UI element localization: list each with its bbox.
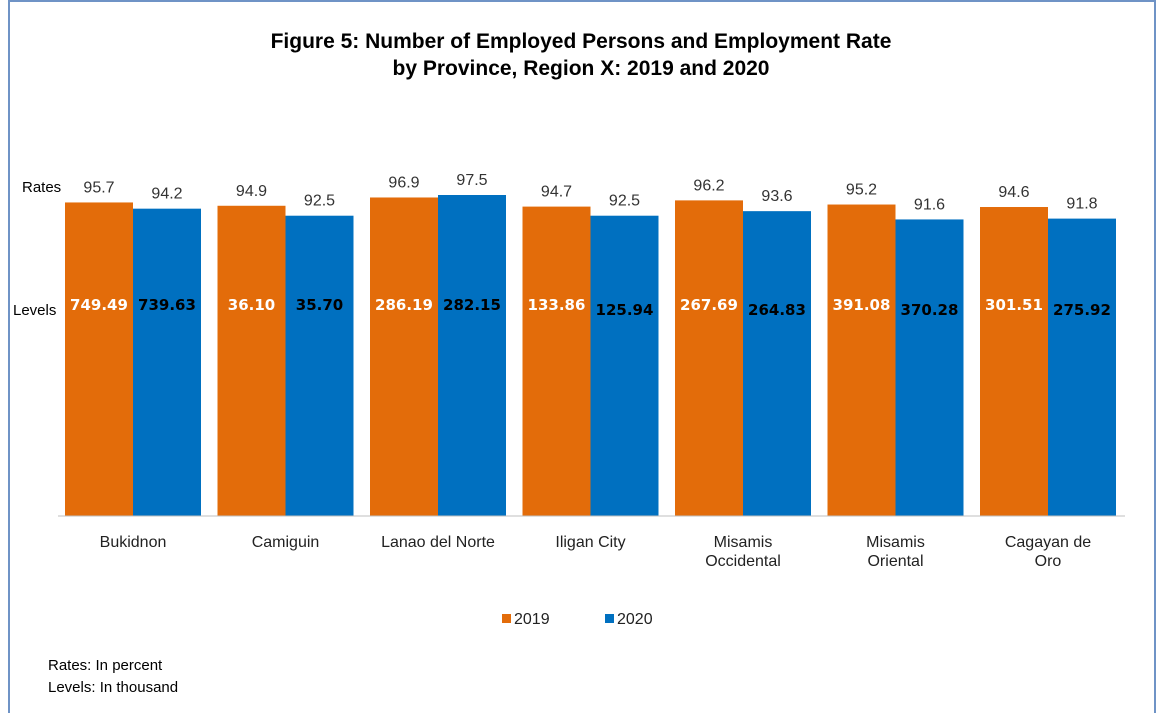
rate-label-2019-3: 94.7 [541,184,572,201]
bar-2019-2 [370,197,438,516]
rates-row-label: Rates [22,179,61,196]
bar-2020-2 [438,195,506,516]
rate-label-2019-2: 96.9 [388,174,419,191]
bar-2020-3 [590,215,659,517]
level-label-2020-2: 282.15 [443,296,501,314]
bar-2019-3 [522,206,591,516]
category-label-0-0: Bukidnon [100,534,167,551]
level-label-2019-4: 267.69 [680,296,738,314]
category-label-1-0: Camiguin [252,534,320,551]
category-label-4-0: Misamis [714,534,773,551]
bar-2020-5 [895,219,964,516]
level-label-2019-3: 133.86 [528,296,586,314]
rate-label-2019-6: 94.6 [998,184,1029,201]
bar-2020-1 [285,215,354,517]
rate-label-2020-0: 94.2 [151,186,182,203]
rate-label-2020-6: 91.8 [1066,196,1097,213]
note-rates-unit: Rates: In percent [48,657,163,674]
rate-label-2020-3: 92.5 [609,193,640,210]
figure-frame [8,0,1156,713]
category-label-6-1: Oro [1035,553,1062,570]
levels-row-label: Levels [13,302,56,319]
level-label-2020-5: 370.28 [901,301,959,319]
category-label-6-0: Cagayan de [1005,534,1091,551]
level-label-2020-3: 125.94 [596,301,654,319]
legend-label-2019: 2019 [514,611,550,628]
rate-label-2020-5: 91.6 [914,196,945,213]
level-label-2020-0: 739.63 [138,296,196,314]
legend-swatch-2019 [502,614,511,623]
level-label-2019-6: 301.51 [985,296,1043,314]
chart-title-line-1: Figure 5: Number of Employed Persons and… [270,30,892,53]
bar-2019-1 [217,205,286,516]
bar-2020-6 [1048,218,1116,516]
category-label-2-0: Lanao del Norte [381,534,495,551]
bar-2019-6 [980,207,1048,517]
note-levels-unit: Levels: In thousand [48,679,179,696]
level-label-2019-0: 749.49 [70,296,128,314]
bar-2019-5 [827,204,896,516]
chart-title: Figure 5: Number of Employed Persons and… [0,28,1162,82]
category-label-4-1: Occidental [705,553,781,570]
category-label-5-0: Misamis [866,534,925,551]
legend-label-2020: 2020 [617,611,653,628]
rate-label-2019-4: 96.2 [693,177,724,194]
bar-2019-4 [675,200,743,516]
bar-2020-4 [743,211,811,516]
level-label-2020-4: 264.83 [748,301,806,319]
chart-notes: Rates: In percent Levels: In thousand [48,655,178,699]
bar-2019-0 [65,202,133,516]
level-label-2019-5: 391.08 [833,296,891,314]
level-label-2019-1: 36.10 [228,296,275,314]
level-label-2020-6: 275.92 [1053,301,1111,319]
category-label-5-1: Oriental [867,553,923,570]
legend-swatch-2020 [605,614,614,623]
bar-2020-0 [133,208,201,516]
rate-label-2020-2: 97.5 [456,172,487,189]
rate-label-2019-1: 94.9 [236,183,267,200]
level-label-2019-2: 286.19 [375,296,433,314]
category-label-3-0: Iligan City [555,534,625,551]
rate-label-2019-0: 95.7 [83,179,114,196]
level-label-2020-1: 35.70 [296,296,343,314]
chart-title-line-2: by Province, Region X: 2019 and 2020 [392,57,770,80]
rate-label-2019-5: 95.2 [846,182,877,199]
rate-label-2020-4: 93.6 [761,188,792,205]
rate-label-2020-1: 92.5 [304,193,335,210]
